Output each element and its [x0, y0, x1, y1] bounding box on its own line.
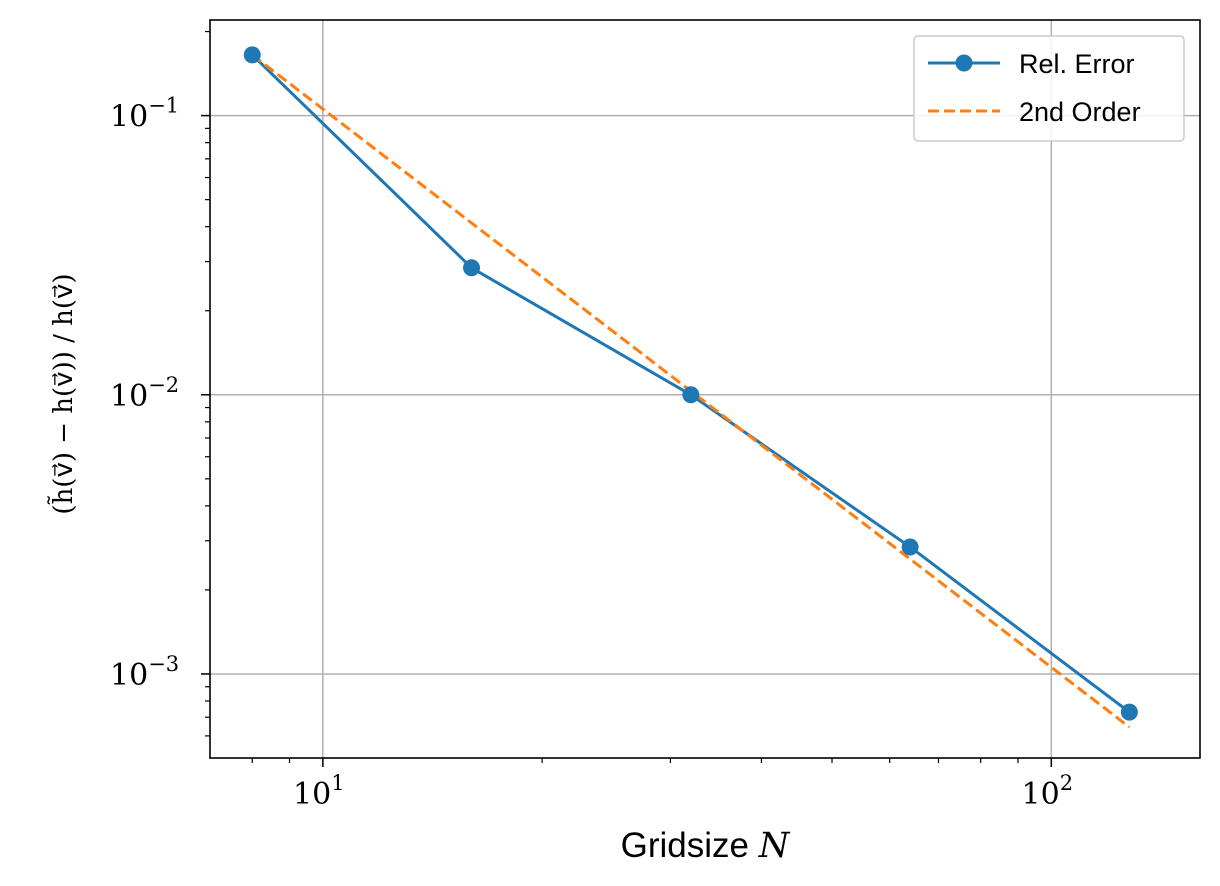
data-point	[243, 46, 261, 64]
data-point	[463, 259, 481, 277]
data-point	[901, 538, 919, 556]
series-line-0	[251, 53, 1131, 714]
x-axis-label-text: Gridsize	[621, 826, 759, 865]
y-tick-labels: 10−1 10−2 10−3	[110, 94, 179, 693]
x-axis-label: Gridsize N	[621, 826, 791, 866]
data-point	[682, 386, 700, 404]
x-tick-label: 101	[293, 771, 345, 812]
legend: Rel. Error 2nd Order	[913, 35, 1185, 142]
grid-lines	[210, 20, 1200, 758]
minor-ticks	[205, 30, 1019, 763]
major-ticks	[201, 114, 1053, 767]
series-layer	[243, 46, 1138, 729]
plot-frame	[209, 19, 1201, 759]
legend-marker-rel-error	[955, 54, 973, 72]
legend-label-2nd-order: 2nd Order	[1019, 97, 1141, 127]
y-tick-label: 10−3	[110, 652, 179, 693]
y-axis-label: (h̃(v⃗) − h(v⃗)) / h(v⃗)	[47, 273, 79, 514]
data-point	[1120, 703, 1138, 721]
y-tick-label: 10−2	[110, 373, 179, 414]
x-tick-labels: 101 102	[293, 771, 1073, 812]
legend-label-rel-error: Rel. Error	[1019, 49, 1135, 79]
y-tick-label: 10−1	[110, 94, 179, 135]
x-tick-label: 102	[1022, 771, 1074, 812]
x-axis-label-variable: N	[758, 826, 791, 866]
